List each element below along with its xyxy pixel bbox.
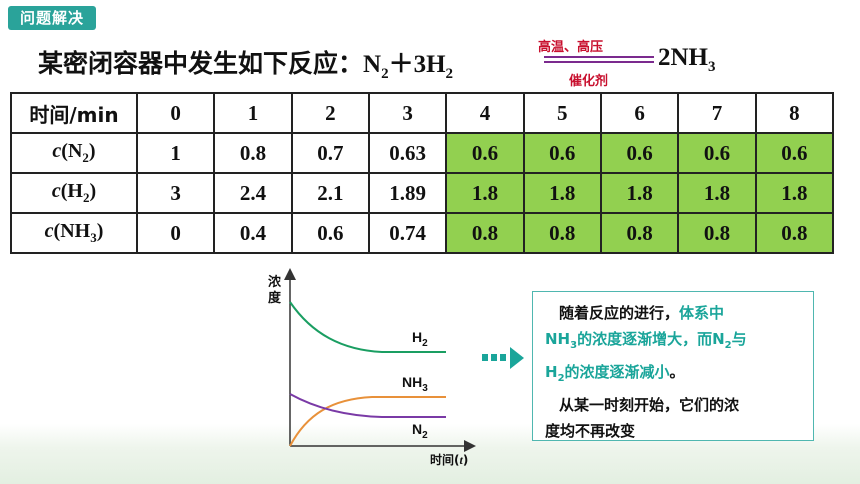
nh3-label: NH3 [402,374,428,394]
table-cell: 1.8 [522,172,602,214]
note-line-4: 从某一时刻开始，它们的浓 [559,396,740,414]
h2-curve [289,301,446,353]
table-cell: 0.8 [754,212,835,254]
table-header-cell: 2 [290,92,370,134]
table-header-cell: 6 [599,92,680,134]
table-header-cell: 8 [754,92,835,134]
table-row: c(NH3) 0 0.4 0.6 0.74 0.8 0.8 0.8 0.8 0.… [10,212,835,254]
table-cell: 2.4 [213,172,293,214]
table-header-cell: 5 [522,92,602,134]
n2-curve [289,393,446,418]
table-cell: 0.8 [522,212,602,254]
table-cell: 0.8 [213,132,293,174]
table-header-cell: 时间/min [10,92,138,134]
table-row: c(H2) 3 2.4 2.1 1.89 1.8 1.8 1.8 1.8 1.8 [10,172,835,214]
table-header-cell: 3 [367,92,448,134]
table-cell: 0.8 [599,212,680,254]
table-cell: 1.89 [367,172,448,214]
x-axis-label: 时间(t) [430,452,468,467]
table-cell: 1.8 [677,172,757,214]
table-cell: 1 [135,132,216,174]
row-label-n2: c(N2) [10,132,138,174]
condition-bottom: 催化剂 [569,74,609,89]
h2-label: H2 [412,329,428,349]
table-cell: 0.6 [522,132,602,174]
y-axis-label-2: 度 [268,290,282,306]
table-cell: 0.7 [290,132,370,174]
table-cell: 0.8 [445,212,525,254]
table-cell: 0.74 [367,212,448,254]
table-header-cell: 4 [445,92,525,134]
table-cell: 0.6 [754,132,835,174]
condition-top: 高温、高压 [538,40,604,55]
reaction-equation-left: N2＋3H2 [363,44,453,83]
h2-subscript: 2 [445,66,454,82]
n2-symbol: N [363,51,382,78]
table-cell: 0.4 [213,212,293,254]
table-header-row: 时间/min 0 1 2 3 4 5 6 7 8 [10,92,835,134]
table-header-cell: 7 [677,92,757,134]
note-line-5: 度均不再改变 [545,422,636,440]
note-line-2: NH3的浓度逐渐增大，而N2与 [545,330,747,351]
note-line-3: H2的浓度逐渐减小。 [545,363,685,384]
table-cell: 0.63 [367,132,448,174]
table-cell: 0.6 [677,132,757,174]
table-cell: 0.8 [677,212,757,254]
concentration-table: 时间/min 0 1 2 3 4 5 6 7 8 c(N2) 1 0.8 0.7… [10,92,835,254]
section-tag: 问题解决 [8,6,97,30]
row-label-h2: c(H2) [10,172,138,214]
concentration-graph: 浓 度 时间(t) H2 NH3 N2 [268,268,476,467]
dotted-arrow-icon [482,347,524,369]
table-cell: 3 [135,172,216,214]
title-prefix: 某密闭容器中发生如下反应： [38,49,364,78]
note-line-1: 随着反应的进行，体系中 [559,304,725,322]
h2-symbol: ＋3H [388,51,446,78]
table-cell: 0.6 [445,132,525,174]
table-cell: 1.8 [754,172,835,214]
table-row: c(N2) 1 0.8 0.7 0.63 0.6 0.6 0.6 0.6 0.6 [10,132,835,174]
equilibrium-arrow [544,56,654,66]
n2-label: N2 [412,421,428,441]
reaction-equation-right: 2NH3 [658,44,716,76]
n2-subscript: 2 [381,66,389,82]
table-cell: 1.8 [445,172,525,214]
table-cell: 0.6 [599,132,680,174]
nh3-subscript: 3 [708,59,716,75]
table-header-cell: 1 [213,92,293,134]
table-cell: 1.8 [599,172,680,214]
y-axis-label-1: 浓 [268,274,282,290]
row-label-nh3: c(NH3) [10,212,138,254]
nh3-symbol: 2NH [658,44,708,71]
table-header-cell: 0 [135,92,216,134]
explanation-box: 随着反应的进行，体系中 NH3的浓度逐渐增大，而N2与 H2的浓度逐渐减小。 从… [532,291,814,441]
table-cell: 2.1 [290,172,370,214]
table-cell: 0 [135,212,216,254]
table-cell: 0.6 [290,212,370,254]
